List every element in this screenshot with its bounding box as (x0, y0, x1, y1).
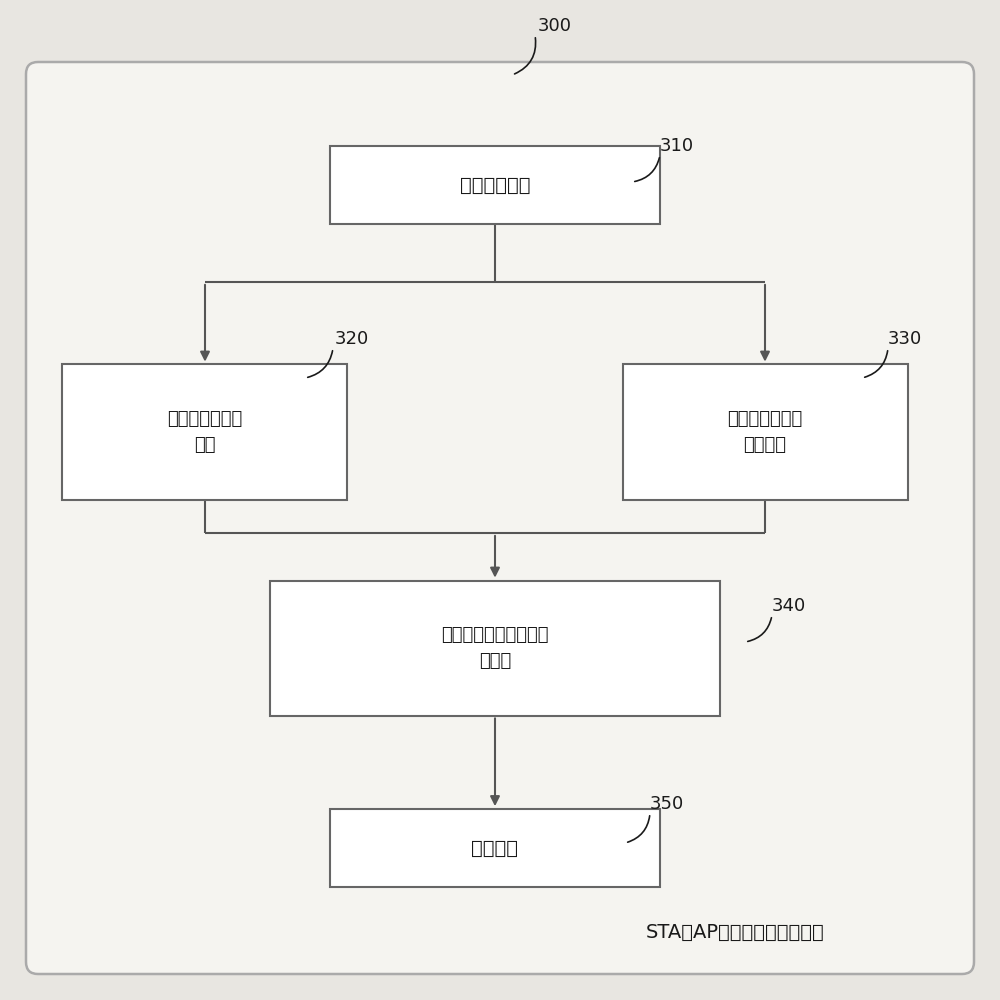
Text: STA与AP传输能力的匹配系统: STA与AP传输能力的匹配系统 (646, 922, 824, 942)
Text: 选择模块: 选择模块 (472, 838, 518, 857)
FancyBboxPatch shape (26, 62, 974, 974)
Text: 频谱资源利用率
计算模块: 频谱资源利用率 计算模块 (727, 410, 803, 454)
Bar (330, 809, 660, 887)
Text: 带宽利用率计算
模块: 带宽利用率计算 模块 (167, 410, 243, 454)
Text: 310: 310 (660, 137, 694, 155)
Bar (622, 364, 908, 499)
Text: 参数获取模块: 参数获取模块 (460, 176, 530, 194)
Text: 340: 340 (772, 597, 806, 615)
Bar (62, 364, 348, 499)
Text: 综合传输能力匹配度计
算模块: 综合传输能力匹配度计 算模块 (441, 626, 549, 670)
Text: 320: 320 (335, 330, 369, 348)
Text: 300: 300 (538, 17, 572, 35)
Text: 330: 330 (888, 330, 922, 348)
Bar (270, 580, 720, 716)
Bar (330, 146, 660, 224)
Text: 350: 350 (650, 795, 684, 813)
